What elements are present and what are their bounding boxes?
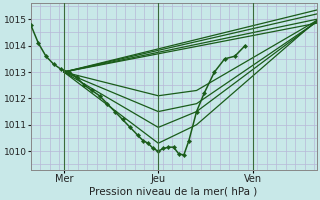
X-axis label: Pression niveau de la mer( hPa ): Pression niveau de la mer( hPa ) (90, 187, 258, 197)
